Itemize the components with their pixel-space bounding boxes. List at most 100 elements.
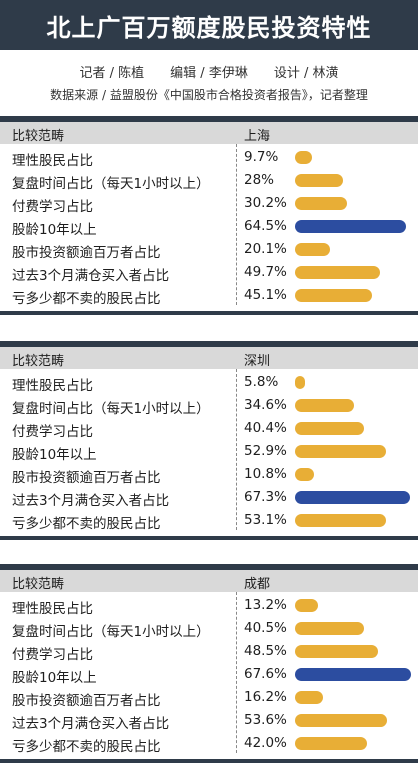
chart-row: 理性股民占比 5.8% bbox=[0, 371, 418, 394]
category-label: 过去3个月满仓买入者占比 bbox=[12, 493, 170, 509]
value-bar bbox=[295, 668, 411, 681]
value-label: 42.0% bbox=[244, 735, 287, 751]
value-label: 40.5% bbox=[244, 620, 287, 636]
value-bar bbox=[295, 445, 386, 458]
panel-header: 比较范畴 成都 bbox=[0, 570, 418, 592]
chart-row: 亏多少都不卖的股民占比 45.1% bbox=[0, 284, 418, 307]
value-label: 28% bbox=[244, 172, 275, 188]
column-divider bbox=[236, 144, 237, 305]
chart-row: 复盘时间占比（每天1小时以上） 28% bbox=[0, 169, 418, 192]
chart-row: 股龄10年以上 52.9% bbox=[0, 440, 418, 463]
chart-row: 过去3个月满仓买入者占比 53.6% bbox=[0, 709, 418, 732]
value-bar bbox=[295, 399, 355, 412]
category-label: 股龄10年以上 bbox=[12, 447, 97, 463]
category-label: 付费学习占比 bbox=[12, 647, 93, 663]
value-label: 49.7% bbox=[244, 264, 287, 280]
category-label: 理性股民占比 bbox=[12, 378, 93, 394]
category-label: 股市投资额逾百万者占比 bbox=[12, 245, 161, 261]
category-label: 亏多少都不卖的股民占比 bbox=[12, 739, 161, 755]
category-label: 复盘时间占比（每天1小时以上） bbox=[12, 624, 210, 640]
value-label: 30.2% bbox=[244, 195, 287, 211]
column-header-city: 成都 bbox=[244, 577, 271, 592]
value-bar bbox=[295, 174, 343, 187]
value-label: 5.8% bbox=[244, 374, 279, 390]
category-label: 股市投资额逾百万者占比 bbox=[12, 693, 161, 709]
value-bar bbox=[295, 491, 411, 504]
chart-row: 付费学习占比 30.2% bbox=[0, 192, 418, 215]
value-label: 20.1% bbox=[244, 241, 287, 257]
panel-top-rule bbox=[0, 116, 418, 122]
panel-header: 比较范畴 上海 bbox=[0, 122, 418, 144]
category-label: 亏多少都不卖的股民占比 bbox=[12, 516, 161, 532]
title-banner: 北上广百万额度股民投资特性 bbox=[0, 0, 418, 50]
category-label: 亏多少都不卖的股民占比 bbox=[12, 291, 161, 307]
chart-row: 复盘时间占比（每天1小时以上） 34.6% bbox=[0, 394, 418, 417]
value-label: 53.1% bbox=[244, 512, 287, 528]
chart-row: 股市投资额逾百万者占比 10.8% bbox=[0, 463, 418, 486]
chart-row: 过去3个月满仓买入者占比 49.7% bbox=[0, 261, 418, 284]
value-bar bbox=[295, 422, 365, 435]
column-divider bbox=[236, 369, 237, 530]
panel-header: 比较范畴 深圳 bbox=[0, 347, 418, 369]
data-source-note: 数据来源 / 益盟股份《中国股市合格投资者报告》，记者整理 bbox=[50, 88, 368, 102]
chart-row: 付费学习占比 48.5% bbox=[0, 640, 418, 663]
value-bar bbox=[295, 151, 312, 164]
column-header-city: 深圳 bbox=[244, 354, 271, 369]
category-label: 复盘时间占比（每天1小时以上） bbox=[12, 176, 210, 192]
panel-top-rule bbox=[0, 564, 418, 570]
value-bar bbox=[295, 220, 406, 233]
value-bar bbox=[295, 599, 318, 612]
reporter-credit: 记者 / 陈植 bbox=[79, 66, 145, 81]
design-credit: 设计 / 林潢 bbox=[273, 66, 339, 81]
value-bar bbox=[295, 622, 365, 635]
chart-row: 复盘时间占比（每天1小时以上） 40.5% bbox=[0, 617, 418, 640]
panel-bottom-rule bbox=[0, 759, 418, 763]
value-bar bbox=[295, 468, 314, 481]
panel-bottom-rule bbox=[0, 536, 418, 540]
category-label: 过去3个月满仓买入者占比 bbox=[12, 716, 170, 732]
value-label: 48.5% bbox=[244, 643, 287, 659]
credits-line: 记者 / 陈植 编辑 / 李伊琳 设计 / 林潢 bbox=[0, 62, 418, 81]
value-label: 52.9% bbox=[244, 443, 287, 459]
panel-top-rule bbox=[0, 341, 418, 347]
value-bar bbox=[295, 376, 305, 389]
category-label: 股龄10年以上 bbox=[12, 670, 97, 686]
value-label: 67.3% bbox=[244, 489, 287, 505]
category-label: 过去3个月满仓买入者占比 bbox=[12, 268, 170, 284]
category-label: 付费学习占比 bbox=[12, 424, 93, 440]
value-bar bbox=[295, 514, 386, 527]
category-label: 付费学习占比 bbox=[12, 199, 93, 215]
column-header-city: 上海 bbox=[244, 129, 271, 144]
value-label: 16.2% bbox=[244, 689, 287, 705]
value-label: 34.6% bbox=[244, 397, 287, 413]
chart-row: 理性股民占比 13.2% bbox=[0, 594, 418, 617]
column-header-category: 比较范畴 bbox=[12, 129, 65, 144]
value-bar bbox=[295, 737, 367, 750]
chart-row: 股龄10年以上 67.6% bbox=[0, 663, 418, 686]
category-label: 理性股民占比 bbox=[12, 153, 93, 169]
chart-row: 过去3个月满仓买入者占比 67.3% bbox=[0, 486, 418, 509]
value-bar bbox=[295, 289, 373, 302]
chart-row: 股市投资额逾百万者占比 16.2% bbox=[0, 686, 418, 709]
value-label: 67.6% bbox=[244, 666, 287, 682]
column-header-category: 比较范畴 bbox=[12, 354, 65, 369]
value-label: 45.1% bbox=[244, 287, 287, 303]
column-divider bbox=[236, 592, 237, 753]
value-label: 40.4% bbox=[244, 420, 287, 436]
category-label: 股龄10年以上 bbox=[12, 222, 97, 238]
category-label: 股市投资额逾百万者占比 bbox=[12, 470, 161, 486]
category-label: 复盘时间占比（每天1小时以上） bbox=[12, 401, 210, 417]
value-label: 10.8% bbox=[244, 466, 287, 482]
panel-bottom-rule bbox=[0, 311, 418, 315]
chart-row: 付费学习占比 40.4% bbox=[0, 417, 418, 440]
chart-row: 理性股民占比 9.7% bbox=[0, 146, 418, 169]
chart-panel-1: 比较范畴 上海理性股民占比 9.7% 复盘时间占比（每天1小时以上） 28% 付费学习占比… bbox=[0, 116, 418, 315]
category-label: 理性股民占比 bbox=[12, 601, 93, 617]
value-bar bbox=[295, 714, 387, 727]
value-bar bbox=[295, 243, 330, 256]
value-bar bbox=[295, 645, 379, 658]
value-label: 64.5% bbox=[244, 218, 287, 234]
editor-credit: 编辑 / 李伊琳 bbox=[170, 66, 248, 81]
chart-panel-3: 比较范畴 成都理性股民占比 13.2% 复盘时间占比（每天1小时以上） 40.5% 付费学… bbox=[0, 564, 418, 763]
column-header-category: 比较范畴 bbox=[12, 577, 65, 592]
